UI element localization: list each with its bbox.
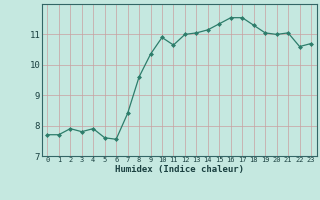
- X-axis label: Humidex (Indice chaleur): Humidex (Indice chaleur): [115, 165, 244, 174]
